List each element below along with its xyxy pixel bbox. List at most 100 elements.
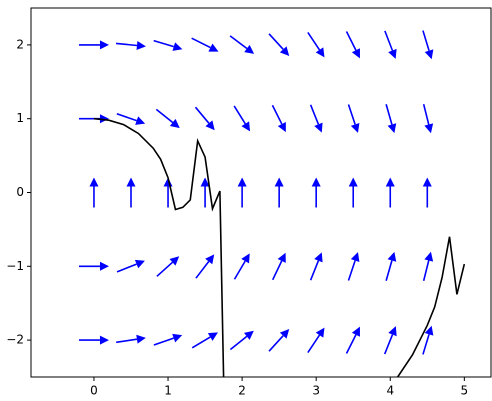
- arrow-head: [424, 251, 434, 262]
- arrow-head: [205, 254, 215, 265]
- arrow-head: [169, 118, 180, 129]
- arrow-shaft: [422, 260, 430, 282]
- arrow-head: [279, 46, 290, 56]
- arrow-head: [205, 120, 215, 131]
- arrow-head: [136, 41, 146, 50]
- arrow: [422, 325, 434, 355]
- arrow: [229, 330, 254, 351]
- arrow: [194, 106, 215, 131]
- arrow: [116, 334, 146, 344]
- arrow-head: [241, 253, 250, 264]
- arrow: [78, 261, 109, 271]
- arrow: [383, 326, 397, 355]
- arrow-shaft: [345, 31, 357, 51]
- arrow-head: [424, 49, 434, 60]
- arrow-head: [135, 116, 146, 125]
- arrow-shaft: [194, 106, 210, 124]
- arrow: [385, 177, 395, 208]
- arrow-shaft: [309, 260, 320, 281]
- x-tick-label: 5: [461, 384, 469, 398]
- arrow-head: [241, 121, 251, 132]
- arrow: [385, 251, 397, 281]
- arrow: [311, 177, 321, 208]
- arrow-shaft: [422, 103, 430, 125]
- arrow: [89, 177, 99, 208]
- arrow-head: [350, 252, 360, 263]
- y-tick-label: −2: [6, 333, 24, 347]
- arrow: [268, 33, 290, 56]
- arrow-head: [274, 177, 284, 187]
- arrow-head: [237, 177, 247, 187]
- arrow: [384, 30, 397, 59]
- arrow-head: [351, 48, 360, 59]
- arrow: [195, 254, 215, 279]
- arrow-shaft: [385, 104, 393, 125]
- arrow-shaft: [309, 104, 320, 125]
- y-tick-label: −1: [6, 259, 24, 273]
- arrow-head: [200, 177, 210, 187]
- arrow: [348, 177, 358, 208]
- arrow: [191, 37, 219, 52]
- arrow: [347, 252, 360, 281]
- arrow: [422, 103, 434, 134]
- arrow-shaft: [116, 263, 137, 273]
- arrow-head: [172, 333, 183, 343]
- arrow-head: [350, 122, 360, 133]
- curve: [93, 117, 466, 377]
- arrow-shaft: [307, 31, 321, 51]
- x-tick-label: 4: [386, 384, 394, 398]
- arrow-head: [243, 330, 254, 340]
- arrow: [233, 253, 250, 280]
- arrow-head: [134, 259, 145, 269]
- arrow-head: [348, 177, 358, 187]
- arrow: [78, 335, 109, 345]
- arrow-head: [422, 177, 432, 187]
- arrow-head: [89, 177, 99, 187]
- arrow-shaft: [233, 260, 246, 280]
- arrow: [422, 30, 434, 60]
- arrow: [385, 104, 397, 134]
- arrow-shaft: [229, 335, 248, 351]
- arrow-shaft: [347, 260, 356, 281]
- arrow-head: [136, 334, 146, 344]
- arrow-shaft: [191, 336, 211, 349]
- arrow: [191, 332, 218, 349]
- arrow-head: [277, 252, 286, 263]
- arrow: [115, 41, 146, 50]
- arrow-head: [279, 329, 290, 339]
- arrow-head: [388, 48, 397, 59]
- arrow: [237, 177, 247, 208]
- arrow: [309, 104, 323, 133]
- arrow-head: [387, 251, 397, 262]
- arrow-head: [315, 47, 325, 58]
- arrow-shaft: [195, 261, 210, 279]
- x-tick-label: 0: [90, 384, 98, 398]
- arrow: [229, 35, 255, 54]
- arrow: [307, 327, 325, 354]
- arrow-shaft: [383, 334, 394, 355]
- x-tick-label: 1: [164, 384, 172, 398]
- arrow-head: [311, 177, 321, 187]
- arrow-head: [208, 43, 219, 52]
- arrow-shaft: [115, 42, 138, 47]
- arrow: [345, 326, 360, 354]
- arrow-shaft: [156, 261, 174, 277]
- y-tick-label: 2: [16, 37, 24, 51]
- arrow-head: [99, 40, 109, 50]
- arrow: [347, 104, 360, 133]
- arrow-head: [169, 256, 180, 266]
- arrow-head: [388, 326, 397, 337]
- arrow-shaft: [422, 30, 430, 51]
- arrow-shaft: [153, 337, 174, 346]
- arrow: [271, 104, 286, 133]
- arrow-shaft: [116, 112, 137, 122]
- arrow-shaft: [345, 334, 357, 354]
- arrow-shaft: [191, 37, 211, 49]
- arrow-head: [172, 42, 183, 51]
- y-tick-label: 1: [16, 111, 24, 125]
- arrow-head: [244, 44, 255, 54]
- arrow-head: [314, 252, 323, 263]
- arrow: [156, 256, 180, 277]
- arrow-head: [385, 177, 395, 187]
